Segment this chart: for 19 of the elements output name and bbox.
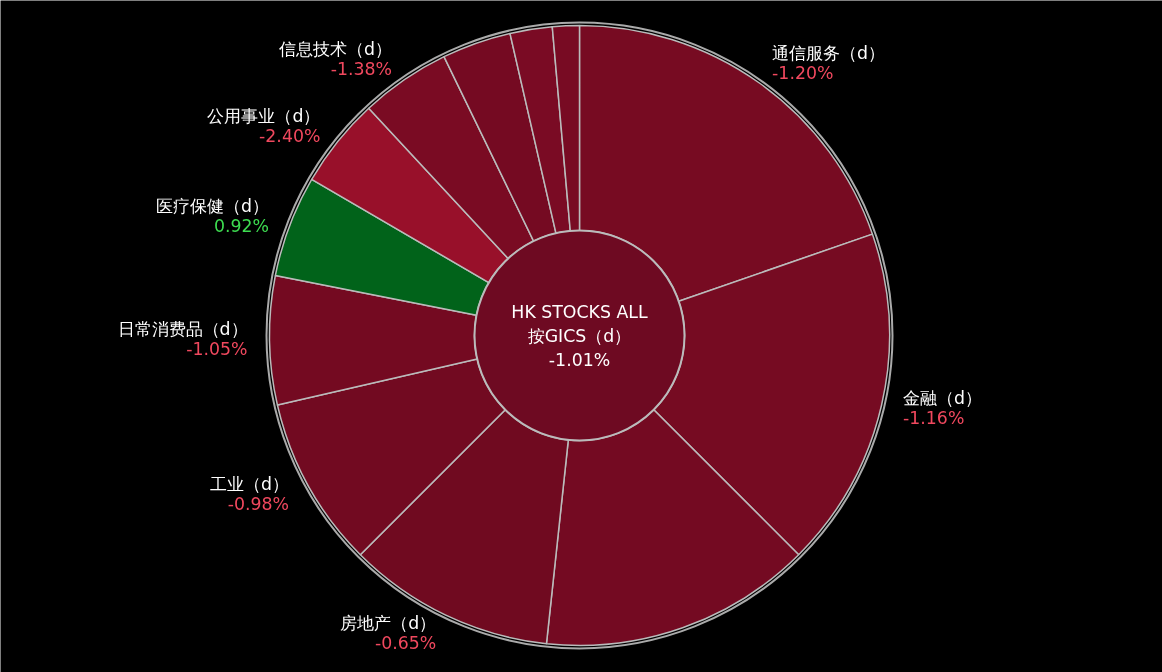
text: -0.98% [227, 494, 290, 515]
slice-label: 工业（d） [210, 474, 290, 495]
text: 0.92% [213, 216, 269, 237]
slice-label: 信息技术（d） [279, 39, 393, 60]
text: -1.01% [548, 349, 611, 370]
slice-label: 房地产（d） [340, 613, 437, 634]
text: -1.16% [903, 407, 965, 428]
text: 按GICS（d） [527, 325, 632, 346]
slice-label: 日常消费品（d） [117, 318, 248, 339]
slice-label: 医疗保健（d） [155, 196, 269, 217]
slice-label: 通信服务（d） [772, 43, 886, 64]
text: -1.20% [772, 63, 834, 84]
text: -1.05% [186, 338, 248, 359]
slice-label: 金融（d） [903, 387, 983, 408]
text: -2.40% [259, 125, 321, 146]
text: -0.65% [374, 633, 437, 654]
slice-label: 公用事业（d） [207, 105, 321, 126]
text: HK STOCKS ALL [511, 301, 648, 322]
text: -1.38% [330, 59, 393, 80]
